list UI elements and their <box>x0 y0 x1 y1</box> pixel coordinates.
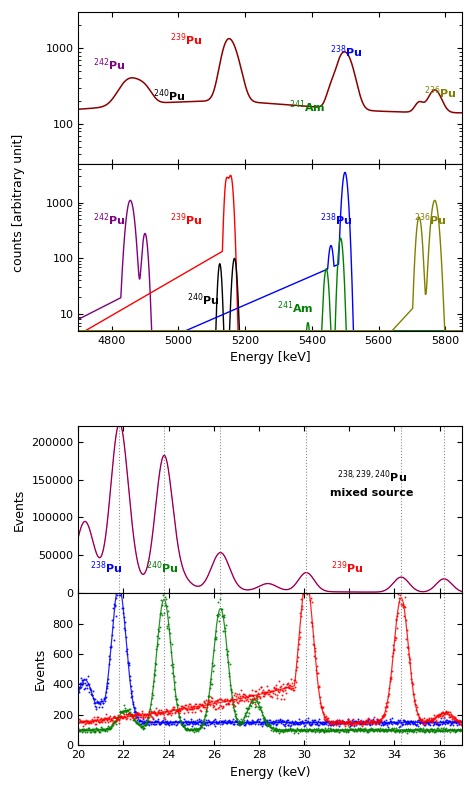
Text: $^{238}$Pu: $^{238}$Pu <box>320 211 353 228</box>
Text: $^{239}$Pu: $^{239}$Pu <box>170 211 202 228</box>
Text: $^{240}$Pu: $^{240}$Pu <box>146 559 178 575</box>
Text: counts [arbitrary unit]: counts [arbitrary unit] <box>12 134 26 273</box>
Text: $^{240}$Pu: $^{240}$Pu <box>153 87 186 104</box>
Text: $^{239}$Pu: $^{239}$Pu <box>170 31 202 48</box>
Text: $^{242}$Pu: $^{242}$Pu <box>93 211 126 228</box>
Y-axis label: Events: Events <box>13 489 26 531</box>
Text: $^{241}$Am: $^{241}$Am <box>277 300 313 316</box>
Text: $^{236}$Pu: $^{236}$Pu <box>424 84 456 101</box>
Text: $^{238}$Pu: $^{238}$Pu <box>330 43 363 60</box>
Text: $^{240}$Pu: $^{240}$Pu <box>187 292 219 308</box>
Text: $^{239}$Pu: $^{239}$Pu <box>331 559 364 575</box>
X-axis label: Energy [keV]: Energy [keV] <box>230 351 310 364</box>
Text: $^{238,239,240}$Pu
mixed source: $^{238,239,240}$Pu mixed source <box>330 468 413 498</box>
Text: $^{238}$Pu: $^{238}$Pu <box>90 559 122 575</box>
Text: $^{241}$Am: $^{241}$Am <box>289 98 325 115</box>
X-axis label: Energy (keV): Energy (keV) <box>230 766 310 779</box>
Y-axis label: Events: Events <box>34 648 46 690</box>
Text: $^{242}$Pu: $^{242}$Pu <box>93 57 126 73</box>
Text: $^{236}$Pu: $^{236}$Pu <box>414 211 446 228</box>
